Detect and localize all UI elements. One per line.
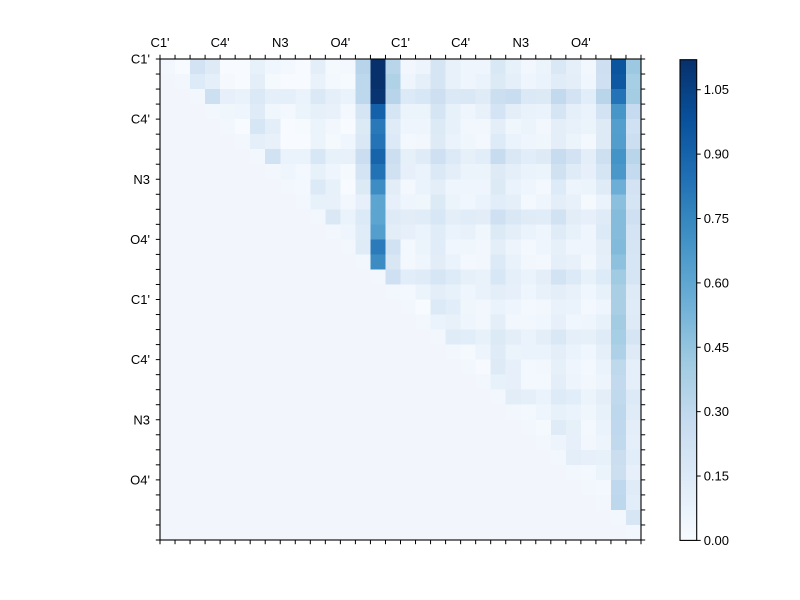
svg-text:N3: N3 [133, 412, 150, 427]
svg-text:O4': O4' [330, 35, 350, 50]
svg-text:N3: N3 [512, 35, 529, 50]
svg-text:O4': O4' [571, 35, 591, 50]
svg-text:0.75: 0.75 [704, 211, 729, 226]
svg-text:0.60: 0.60 [704, 275, 729, 290]
svg-text:C1': C1' [150, 35, 169, 50]
svg-text:O4': O4' [130, 232, 150, 247]
svg-text:0.30: 0.30 [704, 404, 729, 419]
svg-text:C4': C4' [131, 352, 150, 367]
svg-text:C4': C4' [131, 112, 150, 127]
svg-text:0.90: 0.90 [704, 147, 729, 162]
svg-text:C1': C1' [391, 35, 410, 50]
svg-text:C4': C4' [451, 35, 470, 50]
svg-text:N3: N3 [133, 172, 150, 187]
svg-text:0.45: 0.45 [704, 340, 729, 355]
svg-text:0.00: 0.00 [704, 533, 729, 548]
svg-text:0.15: 0.15 [704, 469, 729, 484]
svg-text:O4': O4' [130, 472, 150, 487]
svg-text:N3: N3 [272, 35, 289, 50]
svg-text:C1': C1' [131, 292, 150, 307]
svg-text:C1': C1' [131, 52, 150, 67]
svg-text:1.05: 1.05 [704, 82, 729, 97]
svg-text:C4': C4' [211, 35, 230, 50]
